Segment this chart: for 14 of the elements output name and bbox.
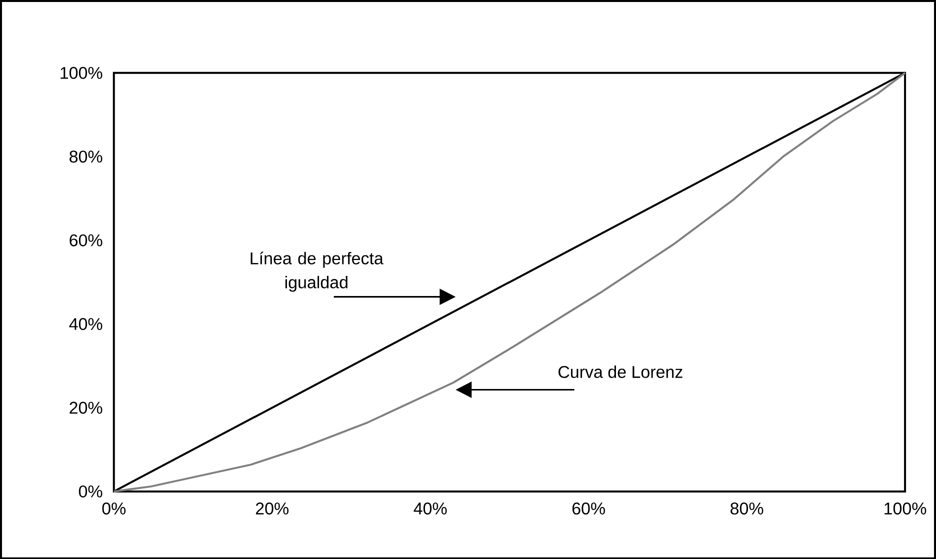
- y-tick-label: 20%: [70, 402, 102, 414]
- y-tick-label: 80%: [70, 150, 102, 162]
- y-tick-label: 100%: [60, 66, 102, 79]
- x-tick-label: 40%: [414, 502, 447, 514]
- y-tick-label: 40%: [69, 318, 102, 330]
- x-tick-label: 60%: [572, 502, 605, 514]
- annotation: Línea de perfecta igualdad: [250, 252, 384, 292]
- x-tick-label: 20%: [256, 502, 289, 514]
- y-tick-label: 60%: [70, 234, 102, 246]
- y-tick-label: 0%: [78, 485, 102, 498]
- x-tick-label: 0%: [102, 502, 126, 514]
- x-tick-label: 80%: [730, 502, 764, 514]
- x-tick-label: 100%: [884, 502, 926, 514]
- annotation: Curva de Lorenz: [558, 365, 682, 378]
